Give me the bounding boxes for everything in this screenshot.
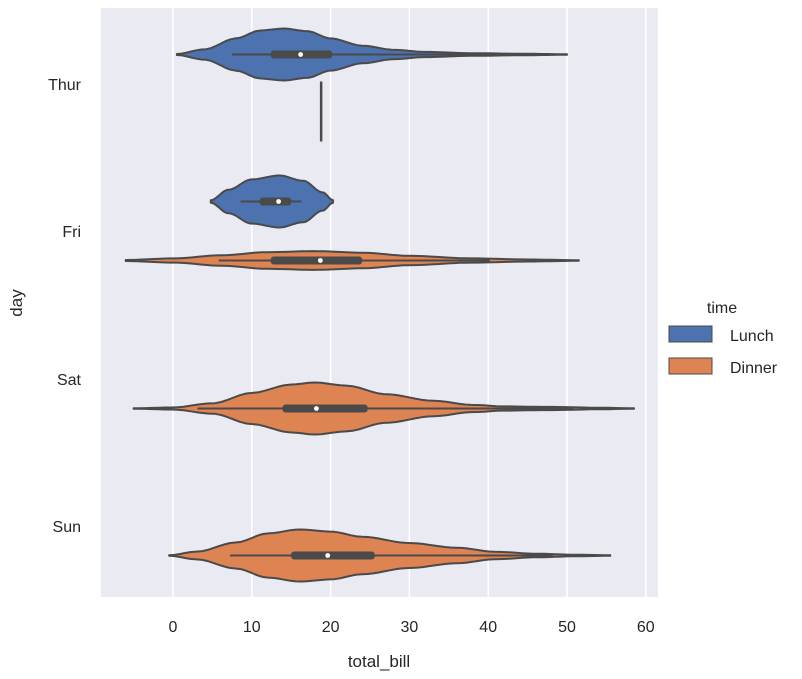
violin-iqr-box xyxy=(270,256,363,265)
x-tick-label: 10 xyxy=(243,619,261,636)
x-tick-label: 30 xyxy=(401,619,419,636)
legend-swatch-dinner xyxy=(668,357,713,375)
x-tick-label: 60 xyxy=(637,619,655,636)
violin-median-point xyxy=(276,199,281,204)
legend-title: time xyxy=(707,300,737,317)
violin-median-point xyxy=(298,52,304,57)
y-tick-label: Sun xyxy=(53,519,81,536)
violin-fri-lunch xyxy=(209,174,334,229)
violins xyxy=(124,27,635,583)
violin-median-point xyxy=(325,553,331,558)
y-tick-label: Fri xyxy=(62,224,81,241)
legend-label-lunch: Lunch xyxy=(730,328,774,345)
y-axis-label: day xyxy=(7,289,26,317)
y-tick-label: Sat xyxy=(57,372,82,389)
y-tick-label: Thur xyxy=(48,77,82,94)
x-axis-label: total_bill xyxy=(348,652,410,671)
x-tick-label: 50 xyxy=(558,619,576,636)
violin-fri-dinner xyxy=(124,250,580,271)
violin-iqr-box xyxy=(259,197,292,206)
violin-sun-dinner xyxy=(168,528,612,583)
violin-median-point xyxy=(314,406,319,411)
legend-swatch-lunch xyxy=(668,325,713,343)
y-tick-labels: Thur Fri Sat Sun xyxy=(48,77,82,536)
plot-background xyxy=(101,8,658,597)
violin-median-point xyxy=(317,258,323,263)
x-tick-label: 20 xyxy=(322,619,340,636)
x-tick-label: 40 xyxy=(479,619,497,636)
legend: time Lunch Dinner xyxy=(668,300,778,377)
x-tick-labels: 0 10 20 30 40 50 60 xyxy=(169,619,655,636)
violin-thur-lunch xyxy=(175,27,568,82)
violin-sat-dinner xyxy=(132,381,635,436)
violin-iqr-box xyxy=(282,404,368,413)
legend-label-dinner: Dinner xyxy=(730,360,778,377)
gridlines xyxy=(172,8,647,597)
x-tick-label: 0 xyxy=(169,619,178,636)
violin-iqr-box xyxy=(291,551,375,560)
